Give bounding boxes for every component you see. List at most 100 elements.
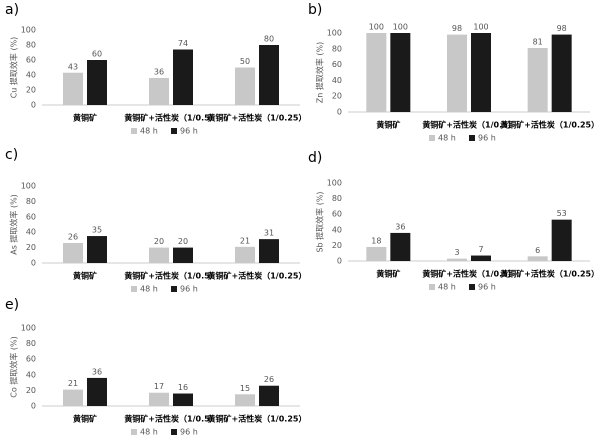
y-tick-label: 20 xyxy=(26,243,36,252)
value-label: 21 xyxy=(68,379,78,388)
y-tick-label: 20 xyxy=(26,386,36,395)
value-label: 36 xyxy=(395,222,405,231)
y-tick-label: 20 xyxy=(26,86,36,95)
legend-label: 48 h xyxy=(438,283,456,292)
bar xyxy=(87,60,107,105)
value-label: 21 xyxy=(240,236,250,245)
y-tick-label: 20 xyxy=(332,92,342,101)
y-axis-label: Co 提取效率 (%) xyxy=(9,336,19,397)
value-label: 100 xyxy=(393,23,408,32)
y-tick-label: 0 xyxy=(337,108,342,117)
bar xyxy=(173,49,193,105)
value-label: 98 xyxy=(557,24,567,33)
x-tick-label: 黄铜矿+活性炭（1/0.25） xyxy=(208,113,307,123)
y-tick-label: 60 xyxy=(26,212,36,221)
value-label: 26 xyxy=(264,375,274,384)
bar xyxy=(259,385,279,406)
legend-label: 48 h xyxy=(140,127,158,136)
x-tick-label: 黄铜矿 xyxy=(376,269,400,279)
bar xyxy=(447,258,467,261)
legend-label: 48 h xyxy=(140,285,158,294)
legend-swatch xyxy=(131,286,137,292)
value-label: 17 xyxy=(154,382,164,391)
y-tick-label: 40 xyxy=(332,225,342,234)
x-tick-label: 黄铜矿 xyxy=(376,120,400,130)
bar xyxy=(390,232,411,261)
legend-label: 48 h xyxy=(140,428,158,437)
y-tick-label: 100 xyxy=(21,324,36,333)
y-tick-label: 100 xyxy=(21,26,36,35)
value-label: 15 xyxy=(240,384,250,393)
bar xyxy=(447,34,467,112)
x-tick-label: 黄铜矿+活性炭（1/0.5） xyxy=(422,269,515,279)
bar xyxy=(471,255,491,261)
panel-label: b) xyxy=(308,2,322,18)
bar xyxy=(390,33,411,112)
value-label: 36 xyxy=(154,68,164,77)
y-tick-label: 80 xyxy=(26,197,36,206)
bar xyxy=(173,393,193,406)
y-tick-label: 0 xyxy=(31,402,36,411)
x-tick-label: 黄铜矿 xyxy=(73,414,97,424)
x-tick-label: 黄铜矿+活性炭（1/0.25） xyxy=(500,120,599,130)
value-label: 36 xyxy=(92,367,102,376)
y-tick-label: 40 xyxy=(332,76,342,85)
panel-label: e) xyxy=(5,297,19,313)
bar xyxy=(235,394,255,406)
bar xyxy=(63,242,83,263)
y-tick-label: 40 xyxy=(26,370,36,379)
x-tick-label: 黄铜矿+活性炭（1/0.25） xyxy=(500,269,599,279)
x-tick-label: 黄铜矿+活性炭（1/0.25） xyxy=(208,271,307,281)
y-tick-label: 0 xyxy=(337,257,342,266)
y-tick-label: 100 xyxy=(327,29,342,38)
legend-swatch xyxy=(131,429,137,435)
x-tick-label: 黄铜矿 xyxy=(73,271,97,281)
panel-label: d) xyxy=(308,150,322,166)
y-tick-label: 80 xyxy=(332,44,342,53)
y-axis-label: Zn 提取效率 (%) xyxy=(315,42,325,103)
bar xyxy=(259,45,279,105)
bar xyxy=(527,48,548,112)
y-axis-label: As 提取效率 (%) xyxy=(9,194,19,255)
value-label: 20 xyxy=(154,237,164,246)
legend-swatch xyxy=(171,286,177,292)
y-tick-label: 0 xyxy=(31,259,36,268)
y-tick-label: 40 xyxy=(26,71,36,80)
bar xyxy=(471,33,491,112)
bar xyxy=(87,377,107,406)
bar xyxy=(63,72,83,105)
legend-label: 48 h xyxy=(438,134,456,143)
value-label: 60 xyxy=(92,50,102,59)
value-label: 35 xyxy=(92,226,102,235)
y-tick-label: 0 xyxy=(31,101,36,110)
legend-swatch xyxy=(469,284,475,290)
y-tick-label: 100 xyxy=(327,179,342,188)
legend-label: 96 h xyxy=(478,283,496,292)
bar xyxy=(149,392,169,406)
x-tick-label: 黄铜矿+活性炭（1/0.25） xyxy=(208,414,307,424)
value-label: 3 xyxy=(454,248,459,257)
value-label: 20 xyxy=(178,237,188,246)
value-label: 100 xyxy=(369,23,384,32)
legend-swatch xyxy=(469,135,475,141)
legend-label: 96 h xyxy=(180,127,198,136)
legend-swatch xyxy=(171,429,177,435)
y-tick-label: 80 xyxy=(332,194,342,203)
bar xyxy=(551,34,572,112)
x-tick-label: 黄铜矿+活性炭（1/0.5） xyxy=(422,120,515,130)
legend-swatch xyxy=(171,128,177,134)
legend-swatch xyxy=(131,128,137,134)
value-label: 98 xyxy=(452,24,462,33)
y-tick-label: 100 xyxy=(21,182,36,191)
value-label: 7 xyxy=(478,245,483,254)
value-label: 50 xyxy=(240,57,250,66)
x-tick-label: 黄铜矿+活性炭（1/0.5） xyxy=(124,113,217,123)
bar xyxy=(173,247,193,263)
value-label: 18 xyxy=(371,236,381,245)
y-tick-label: 60 xyxy=(332,210,342,219)
y-axis-label: Sb 提取效率 (%) xyxy=(315,191,325,252)
legend-label: 96 h xyxy=(180,428,198,437)
bar xyxy=(527,256,548,261)
y-tick-label: 80 xyxy=(26,41,36,50)
value-label: 74 xyxy=(178,39,188,48)
